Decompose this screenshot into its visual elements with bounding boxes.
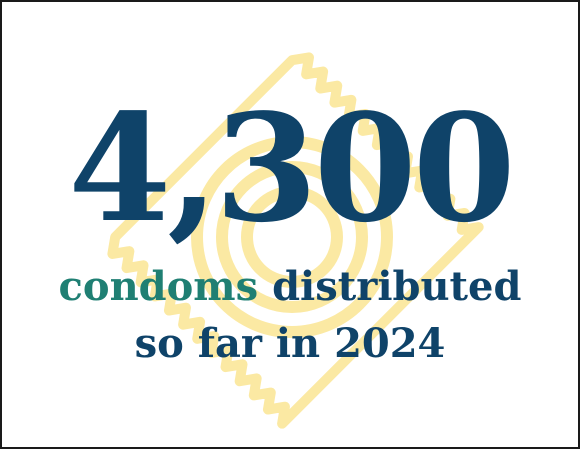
- stat-caption-line-2: so far in 2024: [134, 320, 446, 367]
- stat-number: 4,300: [68, 81, 515, 255]
- accent-word: condoms: [58, 263, 259, 310]
- caption-rest: distributed: [272, 263, 522, 310]
- stat-caption-line-1: condoms distributed: [2, 267, 578, 307]
